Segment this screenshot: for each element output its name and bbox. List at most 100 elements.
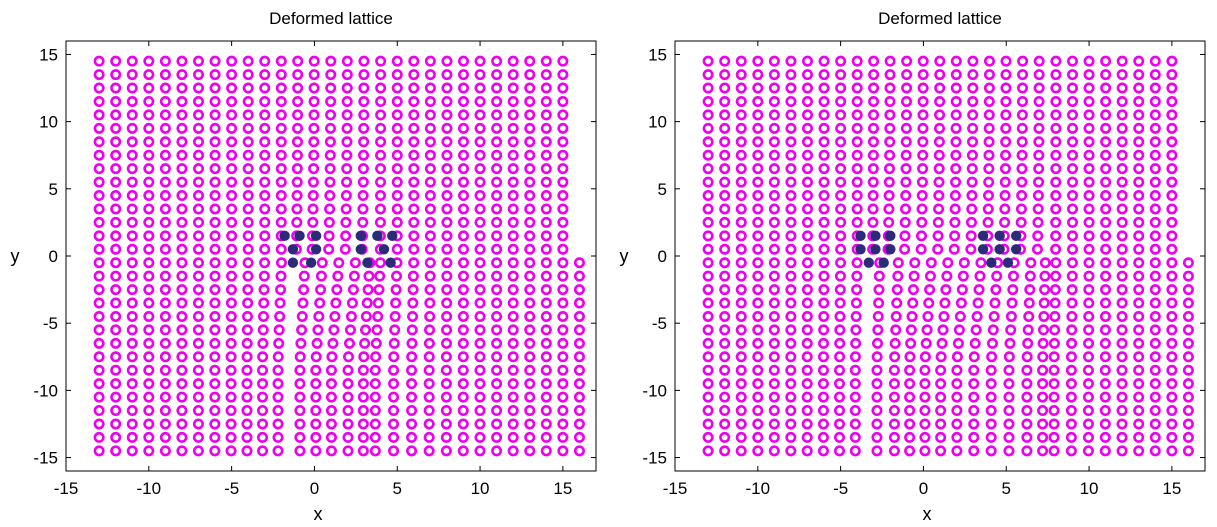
lattice-point	[950, 136, 962, 148]
lattice-point	[768, 163, 780, 175]
lattice-point	[1065, 445, 1077, 457]
lattice-point	[557, 55, 569, 67]
lattice-point	[491, 243, 503, 255]
lattice-point	[143, 257, 155, 269]
lattice-point	[974, 270, 986, 282]
lattice-point	[1037, 378, 1049, 390]
lattice-point	[916, 216, 928, 228]
lattice-point	[369, 405, 381, 417]
lattice-point	[1033, 82, 1045, 94]
lattice-point	[259, 190, 271, 202]
lattice-point	[968, 445, 980, 457]
lattice-point	[785, 378, 797, 390]
lattice-point	[176, 136, 188, 148]
lattice-point	[986, 351, 998, 363]
lattice-point	[391, 243, 403, 255]
lattice-point	[1116, 324, 1128, 336]
lattice-point	[441, 297, 453, 309]
lattice-point	[867, 203, 879, 215]
lattice-point	[1049, 284, 1061, 296]
lattice-point	[242, 82, 254, 94]
y-tick-label: -10	[642, 381, 667, 400]
lattice-point	[209, 257, 221, 269]
lattice-point	[985, 418, 997, 430]
lattice-point	[491, 270, 503, 282]
lattice-point	[159, 310, 171, 322]
lattice-point	[225, 284, 237, 296]
lattice-point	[126, 445, 138, 457]
lattice-point	[342, 445, 354, 457]
lattice-point	[919, 351, 931, 363]
lattice-point	[834, 297, 846, 309]
lattice-point	[524, 337, 536, 349]
lattice-point	[884, 82, 896, 94]
lattice-point	[225, 310, 237, 322]
lattice-point	[835, 55, 847, 67]
lattice-point	[1116, 230, 1128, 242]
lattice-point	[967, 55, 979, 67]
lattice-point	[868, 95, 880, 107]
lattice-point	[954, 310, 966, 322]
lattice-point	[982, 216, 994, 228]
lattice-point	[390, 297, 402, 309]
lattice-point	[557, 163, 569, 175]
lattice-point	[358, 82, 370, 94]
lattice-point	[1003, 391, 1015, 403]
lattice-point	[917, 163, 929, 175]
lattice-point	[474, 136, 486, 148]
lattice-point	[835, 82, 847, 94]
lattice-point	[835, 243, 847, 255]
lattice-point	[719, 203, 731, 215]
lattice-point	[315, 270, 327, 282]
lattice-point	[1032, 216, 1044, 228]
lattice-point	[900, 190, 912, 202]
lattice-point	[225, 445, 237, 457]
lattice-point	[752, 136, 764, 148]
lattice-point	[272, 445, 284, 457]
lattice-point	[972, 297, 984, 309]
lattice-point	[1048, 351, 1060, 363]
lattice-point	[524, 163, 536, 175]
lattice-point	[835, 176, 847, 188]
lattice-point	[983, 109, 995, 121]
lattice-point	[802, 55, 814, 67]
lattice-point	[441, 149, 453, 161]
lattice-point	[408, 55, 420, 67]
lattice-point	[557, 337, 569, 349]
lattice-point	[867, 176, 879, 188]
lattice-point	[1116, 176, 1128, 188]
lattice-point	[905, 337, 917, 349]
lattice-point	[1133, 149, 1145, 161]
lattice-point	[540, 82, 552, 94]
lattice-point	[849, 378, 861, 390]
lattice-point	[835, 216, 847, 228]
lattice-point	[1182, 445, 1194, 457]
lattice-point	[507, 351, 519, 363]
core-atom	[294, 230, 305, 242]
lattice-point	[573, 257, 585, 269]
lattice-point	[735, 190, 747, 202]
lattice-point	[292, 109, 304, 121]
lattice-point	[883, 163, 895, 175]
lattice-point	[1116, 95, 1128, 107]
lattice-point	[1083, 82, 1095, 94]
lattice-point	[491, 109, 503, 121]
lattice-point	[110, 149, 122, 161]
lattice-point	[209, 69, 221, 81]
lattice-point	[193, 109, 205, 121]
lattice-point	[294, 445, 306, 457]
lattice-point	[524, 284, 536, 296]
y-tick-label: -5	[652, 314, 667, 333]
lattice-point	[259, 95, 271, 107]
lattice-point	[851, 270, 863, 282]
lattice-point	[849, 351, 861, 363]
lattice-point	[957, 270, 969, 282]
lattice-point	[924, 270, 936, 282]
lattice-point	[143, 431, 155, 443]
lattice-point	[474, 69, 486, 81]
lattice-point	[557, 431, 569, 443]
lattice-point	[1099, 337, 1111, 349]
lattice-point	[1182, 297, 1194, 309]
lattice-point	[950, 69, 962, 81]
lattice-point	[323, 230, 335, 242]
